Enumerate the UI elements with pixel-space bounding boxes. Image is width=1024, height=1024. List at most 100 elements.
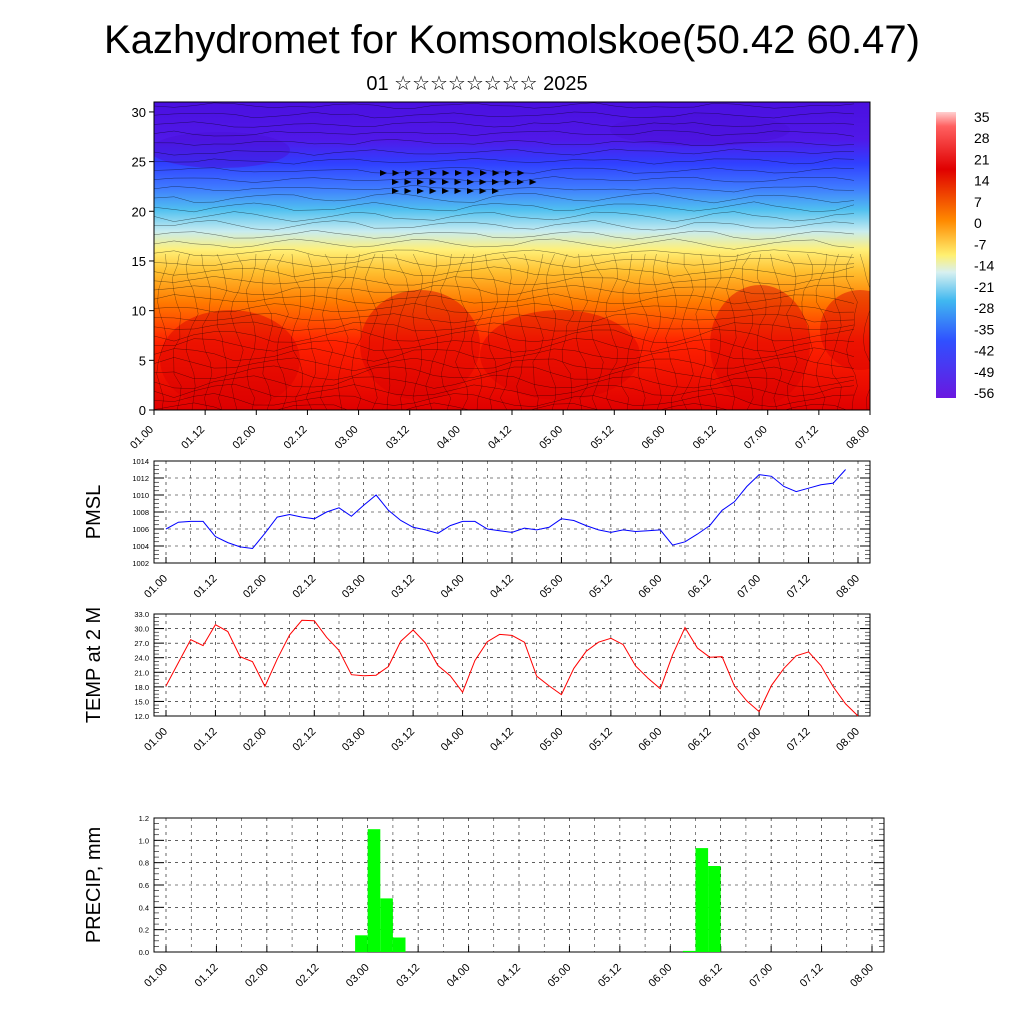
colorbar-label: -42 [974,343,994,359]
x-tick-label: 06.12 [691,424,719,452]
colorbar-label: -35 [974,321,994,337]
x-tick-label: 01.12 [192,573,220,601]
x-tick-label: 03.00 [340,573,368,601]
y-tick-label: 33.0 [134,610,149,619]
streamline [154,238,855,250]
wind-barb [517,179,524,185]
streamline [605,253,619,410]
wind-barb [417,188,424,194]
streamline [801,253,813,410]
streamline [681,254,694,410]
streamline [859,253,870,410]
streamline [262,253,273,410]
y-tick-label: 1002 [132,559,149,568]
streamline [154,383,855,398]
y-tick-label: 24.0 [134,654,149,663]
precip-bar [708,866,721,952]
x-tick-label: 01.12 [179,424,207,452]
streamline [154,321,855,332]
precip-bar [695,848,709,952]
x-tick-label: 04.00 [435,424,463,452]
x-tick-label: 01.12 [192,726,220,754]
colorbar-label: -49 [974,364,994,380]
x-tick-label: 03.12 [389,726,417,754]
streamline [154,356,855,372]
x-tick-label: 02.12 [282,424,310,452]
x-tick-label: 05.00 [538,726,566,754]
x-tick-label: 06.00 [636,573,664,601]
x-tick-label: 03.00 [344,962,372,990]
streamline [786,253,798,410]
y-tick-label: 1.0 [139,836,149,845]
streamline [381,253,393,410]
wind-barb [467,179,474,185]
streamline [154,158,855,165]
heatmap-field [154,102,870,410]
streamline [440,253,453,410]
streamline [185,253,199,410]
streamline [154,167,855,174]
colorbar-label: -28 [974,300,994,316]
y-tick-label: 30 [132,105,146,120]
x-tick-label: 01.12 [193,962,221,990]
streamline [306,253,316,410]
x-tick-label: 05.12 [587,726,615,754]
y-tick-label: 18.0 [134,683,149,692]
wind-barb [517,170,525,176]
wind-barb [392,170,400,176]
wind-barb [492,188,499,194]
x-tick-label: 02.12 [293,962,321,990]
wind-barb [380,170,387,176]
streamline [154,148,855,156]
streamline [154,219,855,231]
streamline [154,347,855,362]
streamline [756,253,768,410]
wind-barb [442,170,450,176]
streamline [154,285,855,295]
precip-bar [355,935,368,953]
x-tick-label: 04.00 [439,726,467,754]
wind-barb [454,179,462,185]
streamline [412,253,424,410]
x-tick-label: 07.00 [742,424,770,452]
x-tick-label: 07.00 [735,573,763,601]
streamline [216,253,228,410]
y-tick-label: 1.2 [139,814,149,823]
streamline [230,253,244,410]
streamline [154,249,855,259]
y-tick-label: 1006 [132,525,149,534]
x-tick-label: 01.00 [128,424,156,452]
wind-barb [467,188,474,194]
y-tick-label: 15.0 [134,697,149,706]
x-tick-label: 03.00 [333,424,361,452]
y-tick-label: 10 [132,304,146,319]
x-tick-label: 02.12 [290,726,318,754]
wind-barb [505,170,512,176]
streamline [650,253,662,410]
wind-barb [442,179,449,185]
heatmap-warm-cell [160,310,300,410]
x-tick-label: 05.00 [537,424,565,452]
streamline [291,253,304,410]
streamline [154,328,855,343]
x-tick-label: 05.12 [596,962,624,990]
y-tick-label: 25 [132,155,146,170]
x-tick-label: 07.12 [785,573,813,601]
streamline [336,253,349,410]
plot-frame [153,460,871,564]
colorbar-label: 21 [974,151,990,167]
streamline [320,253,333,410]
streamline [154,374,855,389]
precip-bar [682,950,696,952]
heatmap-warm-cell [360,290,480,400]
streamline [741,253,754,410]
x-tick-label: 02.00 [241,726,269,754]
wind-barb [429,188,437,194]
series-line [165,469,846,550]
streamline [154,201,855,213]
streamline [156,253,167,410]
x-tick-label: 06.00 [636,726,664,754]
y-tick-label: 21.0 [134,668,149,677]
streamline [546,253,556,410]
wind-barb [454,188,462,194]
